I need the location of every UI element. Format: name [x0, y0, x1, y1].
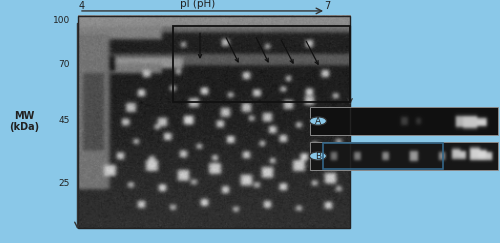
Text: 7: 7: [324, 1, 330, 11]
Text: B: B: [315, 151, 321, 161]
Text: 4: 4: [78, 1, 84, 11]
Text: pI (pH): pI (pH): [180, 0, 215, 9]
Bar: [172, 26, 350, 102]
Bar: [310, 107, 498, 135]
Bar: [310, 142, 498, 170]
Text: 100: 100: [52, 16, 70, 25]
Circle shape: [310, 117, 326, 125]
Text: MW
(kDa): MW (kDa): [9, 111, 39, 132]
Text: 25: 25: [58, 179, 70, 188]
Text: 45: 45: [58, 116, 70, 125]
Circle shape: [310, 152, 326, 160]
Text: 70: 70: [58, 60, 70, 69]
Text: A: A: [315, 116, 321, 126]
Bar: [322, 143, 442, 169]
Bar: [78, 16, 350, 228]
